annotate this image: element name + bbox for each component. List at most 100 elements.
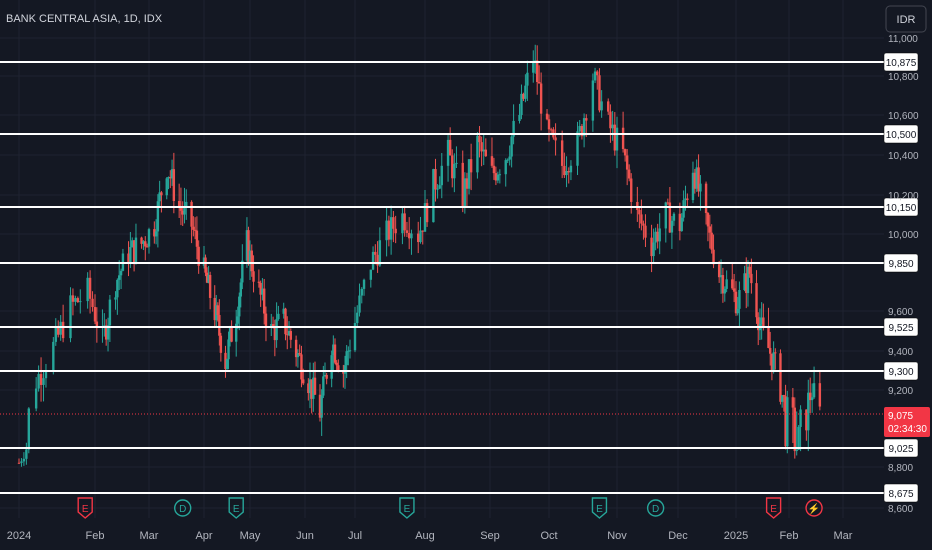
candle-body	[156, 201, 160, 232]
x-tick-label: Jul	[348, 530, 362, 542]
level-tag-box	[883, 361, 919, 381]
candle-body	[385, 220, 388, 241]
candle-body	[508, 156, 511, 160]
candle-body	[172, 169, 176, 202]
event-marker-split[interactable]: ⚡	[805, 499, 823, 517]
x-tick-label: Feb	[780, 530, 799, 542]
candle-body	[522, 93, 525, 99]
event-marker-earnings[interactable]: E	[228, 497, 244, 519]
level-price-tag: 10,150	[883, 197, 919, 217]
candle-body	[356, 312, 359, 324]
candle-body	[332, 344, 335, 356]
candle-body	[695, 167, 698, 189]
x-tick-label: Oct	[540, 530, 557, 542]
candle-body	[532, 61, 535, 73]
candle-body	[228, 327, 232, 340]
y-tick-label: 10,000	[888, 230, 919, 241]
x-tick-label: 2025	[724, 530, 748, 542]
candle-body	[195, 230, 199, 247]
event-marker-earnings[interactable]: E	[591, 497, 608, 519]
candle-body	[401, 213, 404, 234]
candle-body	[374, 251, 377, 255]
candle-body	[708, 226, 712, 233]
candle-body	[784, 396, 787, 447]
candle-body	[591, 80, 595, 121]
level-tag-box	[883, 483, 919, 503]
candle-body	[680, 217, 683, 232]
earnings-icon	[399, 497, 415, 519]
candle-body	[710, 232, 713, 250]
candle-body	[745, 273, 748, 294]
candle-body	[818, 383, 822, 407]
candle-body	[277, 313, 280, 320]
candle-body	[494, 173, 498, 181]
price-axis[interactable]: 11,000 10,800 10,600 10,400 10,200 10,000 9,60…	[884, 34, 930, 515]
candle-body	[378, 240, 382, 266]
candle-body	[621, 127, 625, 150]
event-label: E	[770, 504, 777, 515]
earnings-icon	[765, 497, 782, 519]
candle-body	[215, 305, 218, 321]
event-label: D	[652, 504, 659, 515]
candle-body	[271, 324, 275, 328]
candle-body	[678, 213, 682, 232]
candle-body	[719, 275, 723, 278]
candle-body	[717, 264, 721, 278]
last-price-box	[884, 407, 930, 437]
event-marker-dividend[interactable]: D	[174, 499, 192, 517]
candle-body	[432, 169, 435, 223]
candle-body	[628, 169, 631, 179]
candle-body	[423, 203, 427, 232]
candle-body	[554, 137, 557, 141]
candle-body	[208, 274, 212, 298]
x-tick-label: 2024	[7, 530, 31, 542]
event-marker-earnings[interactable]: E	[765, 497, 782, 519]
candle-body	[360, 288, 363, 296]
candle-body	[746, 266, 750, 294]
candle-body	[576, 131, 579, 166]
candle-body	[738, 290, 741, 309]
candle-body	[322, 376, 325, 396]
level-tag-label: 8,675	[888, 489, 913, 500]
candle-body	[636, 201, 639, 210]
candle-body	[104, 325, 108, 340]
candle-body	[670, 220, 674, 233]
candle-body	[27, 408, 31, 450]
candle-body	[261, 288, 264, 295]
level-price-tag: 9,850	[883, 253, 919, 273]
candle-body	[611, 124, 614, 129]
candle-body	[310, 379, 313, 399]
candle-body	[770, 353, 774, 371]
candle-body	[699, 183, 702, 192]
time-axis[interactable]: 2024 Feb Mar Apr May Jun Jul Aug Sep Oct Nov Dec 202…	[7, 530, 853, 542]
level-tag-box	[883, 253, 919, 273]
candle-body	[539, 83, 543, 114]
y-tick-label: 10,600	[888, 111, 919, 122]
event-label: D	[179, 504, 186, 515]
candle-body	[42, 378, 45, 385]
event-marker-earnings[interactable]: E	[399, 497, 415, 519]
earnings-icon	[228, 497, 244, 519]
candle-body	[436, 188, 439, 190]
candle-body	[239, 282, 242, 297]
event-label: E	[233, 504, 240, 515]
candle-body	[225, 359, 229, 369]
candle-body	[725, 279, 728, 289]
x-tick-label: Jun	[296, 530, 314, 542]
candle-body	[181, 210, 184, 215]
currency-button[interactable]: IDR	[885, 5, 927, 33]
candle-body	[20, 461, 23, 463]
event-marker-earnings[interactable]: E	[77, 497, 93, 519]
candle-body	[192, 226, 195, 230]
y-tick-label: 9,400	[888, 347, 913, 358]
candle-body	[216, 305, 219, 315]
candle-body	[467, 159, 471, 189]
candle-body	[451, 155, 454, 179]
event-marker-dividend[interactable]: D	[646, 499, 665, 517]
candle-body	[394, 228, 397, 234]
candle-body	[664, 202, 667, 229]
x-tick-label: Sep	[480, 530, 500, 542]
candle-body	[389, 217, 393, 240]
